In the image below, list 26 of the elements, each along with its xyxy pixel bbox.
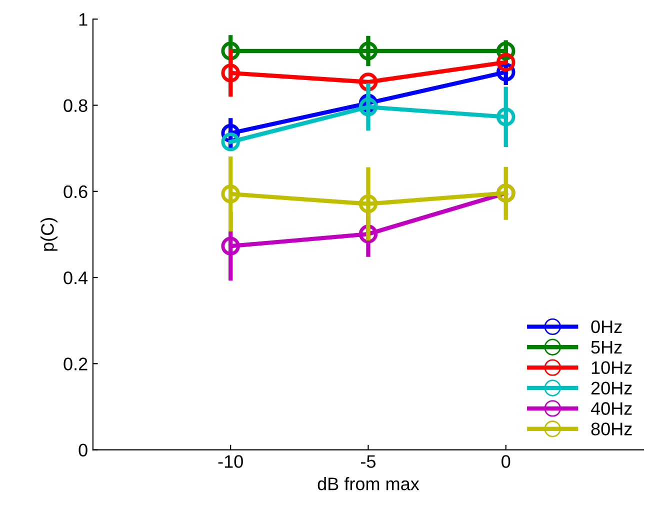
legend-label: 80Hz xyxy=(591,422,632,436)
x-tick-label: -10 xyxy=(218,455,243,468)
point xyxy=(221,236,240,256)
x-tick-label: -5 xyxy=(361,455,376,468)
point xyxy=(358,98,378,116)
legend-label: 40Hz xyxy=(590,402,632,415)
legend-label: 20Hz xyxy=(591,382,632,395)
point xyxy=(221,184,240,204)
y-axis-title: p(C) xyxy=(40,218,58,251)
legend-label: 5Hz xyxy=(591,341,622,354)
point xyxy=(221,64,240,82)
point xyxy=(221,132,240,152)
point xyxy=(358,194,378,214)
y-tick-label: 0.8 xyxy=(64,99,88,112)
legend-label: 10Hz xyxy=(592,361,632,374)
y-tick-label: 0.4 xyxy=(64,271,88,284)
y-tick-label: 1 xyxy=(79,13,88,26)
y-tick-label: 0.2 xyxy=(64,358,88,370)
point xyxy=(358,42,378,60)
y-tick-label: 0 xyxy=(78,444,88,457)
point xyxy=(496,52,516,72)
x-axis-title: dB from max xyxy=(318,477,420,490)
point xyxy=(496,108,516,126)
y-tick-label: 0.6 xyxy=(64,185,88,198)
x-tick-label: 0 xyxy=(502,455,510,468)
legend-label: 0Hz xyxy=(591,320,622,334)
